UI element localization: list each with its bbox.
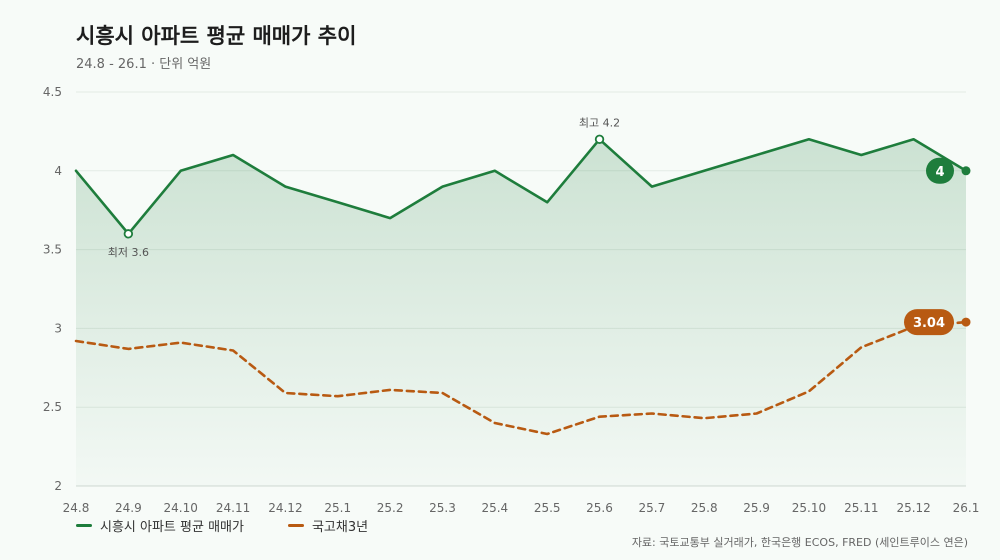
legend-label-bond: 국고채3년: [311, 520, 369, 535]
series-area-apt: [76, 139, 966, 487]
chart-subtitle: 24.8 - 26.1 · 단위 억원: [76, 57, 212, 72]
y-tick-label: 3: [54, 321, 62, 335]
end-badge-apt: [926, 157, 954, 184]
legend: 시흥시 아파트 평균 매매가 국고채3년: [76, 516, 368, 535]
annotation-max-label: 최고 4.2: [579, 116, 620, 129]
annotation-min-label: 최저 3.6: [108, 246, 149, 259]
legend-swatch-apt: [76, 524, 92, 527]
y-tick-label: 3.5: [43, 243, 62, 257]
x-tick-label: 25.1: [324, 501, 351, 515]
legend-label-apt: 시흥시 아파트 평균 매매가: [100, 520, 244, 535]
legend-item-bond[interactable]: 국고채3년: [287, 516, 369, 535]
series-line-bond: [74, 320, 968, 436]
x-tick-label: 24.11: [216, 501, 250, 515]
end-point-bond: [961, 317, 971, 327]
x-tick-label: 25.3: [429, 501, 456, 515]
legend-item-apt[interactable]: 시흥시 아파트 평균 매매가: [76, 516, 244, 535]
series-line-apt: [74, 138, 968, 236]
x-tick-label: 24.10: [164, 501, 198, 515]
end-badge-bond: [904, 309, 954, 336]
x-tick-label: 25.10: [792, 501, 826, 515]
x-tick-label: 24.12: [268, 501, 302, 515]
y-tick-label: 4.5: [43, 85, 62, 99]
x-tick-label: 25.12: [896, 501, 930, 515]
y-tick-label: 2.5: [43, 400, 62, 414]
annotation-marker: [594, 134, 605, 144]
x-tick-label: 24.8: [63, 501, 90, 515]
end-point-apt: [961, 166, 971, 176]
y-tick-label: 4: [54, 164, 62, 178]
x-tick-label: 25.9: [743, 501, 770, 515]
x-tick-label: 25.5: [534, 501, 561, 515]
x-tick-label: 24.9: [115, 501, 142, 515]
end-label-bond: 3.04: [913, 316, 945, 331]
source-note: 자료: 국토교통부 실거래가, 한국은행 ECOS, FRED (세인트루이스 …: [631, 536, 968, 549]
end-label-apt: 4: [935, 165, 944, 180]
legend-swatch-bond: [287, 524, 304, 527]
x-tick-label: 25.6: [586, 501, 613, 515]
x-tick-label: 25.11: [844, 501, 878, 515]
x-tick-label: 26.1: [953, 501, 980, 515]
annotation-marker: [123, 229, 134, 239]
chart-title: 시흥시 아파트 평균 매매가 추이: [76, 24, 357, 48]
x-tick-label: 25.2: [377, 501, 404, 515]
y-tick-label: 2: [54, 479, 62, 493]
x-tick-label: 25.8: [691, 501, 718, 515]
x-tick-label: 25.7: [639, 501, 666, 515]
x-tick-label: 25.4: [481, 501, 508, 515]
